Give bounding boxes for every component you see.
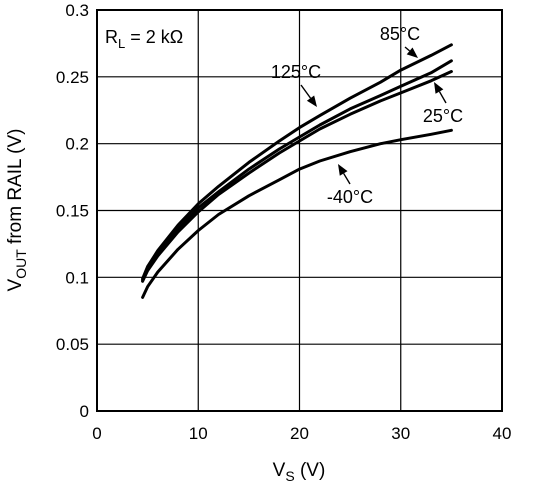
series-label-0: 125°C [271,62,321,82]
series-label-1: 85°C [380,24,420,44]
annotation-main: R [105,27,118,47]
y-axis-label: VOUT from RAIL (V) [5,129,29,292]
series-label-3: -40°C [327,187,373,207]
y-tick-label: 0.3 [65,1,89,20]
x-axis-label: VS (V) [273,460,326,483]
annotation-rl: RL = 2 kΩ [100,20,196,51]
y-tick-label: 0.2 [65,135,89,154]
arrow-head-1 [406,47,418,58]
y-tick-label: 0 [80,402,89,421]
y-tick-label: 0.15 [56,202,89,221]
arrow-head-3 [338,164,348,176]
annotation-rest: = 2 kΩ [125,27,183,47]
y-tick-label: 0.05 [56,335,89,354]
x-axis-label-sub: S [285,468,294,483]
x-tick-label: 20 [290,424,309,443]
arrow-line-2 [438,91,447,104]
series-line-2 [141,70,453,283]
arrow-line-3 [343,173,351,185]
x-axis-label-unit: (V) [295,460,326,481]
x-axis-label-main: V [273,460,286,481]
x-tick-label: 10 [189,424,208,443]
arrows [300,46,447,185]
arrow-head-2 [434,82,444,94]
y-axis-label-sub: OUT [13,249,29,279]
x-tick-label: 40 [493,424,512,443]
y-tick-label: 0.1 [65,268,89,287]
series-lines [141,43,453,299]
arrow-line-0 [300,84,312,99]
y-tick-label: 0.25 [56,68,89,87]
series-line-3 [141,128,453,299]
y-axis-label-main: V [5,278,26,291]
y-axis-label-rest: from RAIL (V) [5,129,26,250]
plot-frame [96,9,503,412]
series-line-0 [141,43,453,281]
series-line-1 [141,59,453,282]
svg-text:RL = 2 kΩ: RL = 2 kΩ [105,27,183,51]
x-tick-label: 30 [391,424,410,443]
grid [97,10,502,411]
annotation-sub: L [118,36,125,51]
series-label-2: 25°C [423,106,463,126]
tick-labels: 0 10 20 30 40 0 0.05 0.1 0.15 0.2 0.25 0.3 [56,1,512,443]
series-labels: 125°C 85°C 25°C -40°C [271,24,463,207]
arrow-line-1 [404,46,411,52]
arrow-head-0 [306,95,317,107]
x-tick-label: 0 [92,424,101,443]
